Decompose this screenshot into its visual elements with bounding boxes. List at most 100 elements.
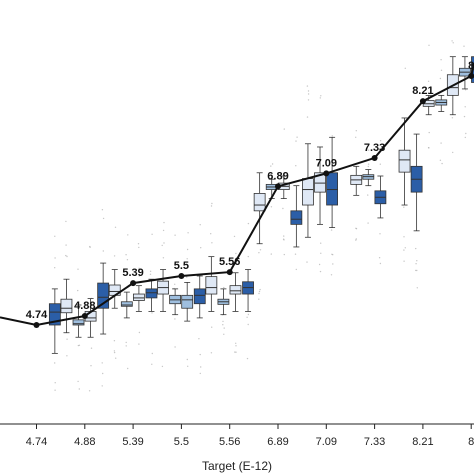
outlier-dot [355,136,357,138]
outlier-dot [89,245,91,248]
outlier-dot [102,372,104,375]
x-tick-label: 5.5 [174,436,189,448]
outlier-dot [355,228,358,230]
outlier-dot [161,244,163,247]
outlier-dot [439,77,442,80]
outlier-dot [78,344,81,346]
outlier-dot [77,289,79,292]
median-trend-line [0,62,474,328]
x-tick-label: 8.21 [412,436,433,448]
trend-point [226,269,233,276]
trend-point [468,73,474,80]
outlier-dot [78,388,81,390]
outlier-dot [452,42,454,44]
outlier-dot [379,233,381,235]
x-axis-title: Target (E-12) [202,459,272,473]
box [60,298,73,314]
outlier-dot [463,115,466,118]
outlier-dot [367,163,370,165]
outlier-dot [199,372,201,375]
trend-point [371,154,378,161]
trend-point [178,272,185,279]
outlier-dot [320,95,322,97]
outlier-dot [403,236,405,238]
outlier-dot [439,159,442,161]
box [120,301,133,307]
outlier-dot [138,343,140,345]
outlier-dot [151,363,153,365]
outlier-dot [77,380,79,383]
outlier-dot [163,221,165,224]
median-value-label: 8.21 [412,85,433,97]
outlier-dot [210,205,213,207]
outlier-dot [174,346,176,348]
box [132,293,145,301]
outlier-dot [211,202,213,205]
box [302,178,314,206]
outlier-dot [222,320,224,323]
outlier-dot [125,341,127,344]
outlier-dot [415,247,417,250]
outlier-dot [54,382,56,384]
x-tick-label: 4.88 [74,436,95,448]
outlier-dot [403,260,405,262]
outlier-dot [306,85,309,87]
median-value-label: 7.33 [364,142,385,154]
outlier-dot [127,367,129,370]
outlier-dot [113,340,116,342]
trend-point [130,280,137,287]
outlier-dot [451,40,453,42]
outlier-dot [66,338,68,340]
outlier-dot [355,238,357,240]
outlier-dot [149,270,152,272]
outlier-dot [378,257,381,259]
outlier-dot [77,268,79,270]
box [48,303,61,326]
outlier-dot [246,316,248,318]
outlier-dot [379,262,382,265]
outlier-dot [307,90,310,92]
outlier-dot [465,132,467,135]
outlier-dot [174,283,176,285]
outlier-dot [199,224,201,226]
outlier-dot [200,247,202,249]
outlier-dot [235,342,237,344]
outlier-dot [306,261,308,263]
outlier-dot [296,136,298,138]
outlier-dot [113,255,116,257]
outlier-dot [306,116,309,118]
outlier-points [54,40,467,392]
outlier-dot [90,347,93,349]
outlier-dot [247,313,250,316]
outlier-dot [403,206,405,208]
box [181,294,194,309]
outlier-dot [234,351,236,353]
x-tick-label: 4.74 [26,436,47,448]
outlier-dot [464,89,467,91]
outlier-dot [378,148,381,151]
outlier-dot [210,233,212,235]
outlier-dot [102,217,105,220]
outlier-dot [258,252,260,254]
outlier-dot [54,257,56,259]
outlier-dot [174,318,176,320]
outlier-dot [88,390,91,392]
trend-point [33,322,40,328]
outlier-dot [331,253,333,255]
outlier-dot [427,80,430,83]
outlier-dot [258,292,260,295]
outlier-dot [235,252,237,255]
outlier-dot [283,235,285,237]
outlier-dot [331,135,333,137]
outlier-dot [428,91,430,94]
outlier-dot [379,140,382,142]
outlier-dot [270,253,272,255]
outlier-dot [54,389,56,391]
outlier-dot [295,268,297,271]
median-value-label: 5.5 [174,260,189,272]
outlier-dot [366,145,369,148]
outlier-dot [235,345,237,347]
box [205,276,218,295]
outlier-dot [319,270,322,273]
outlier-dot [415,263,417,265]
